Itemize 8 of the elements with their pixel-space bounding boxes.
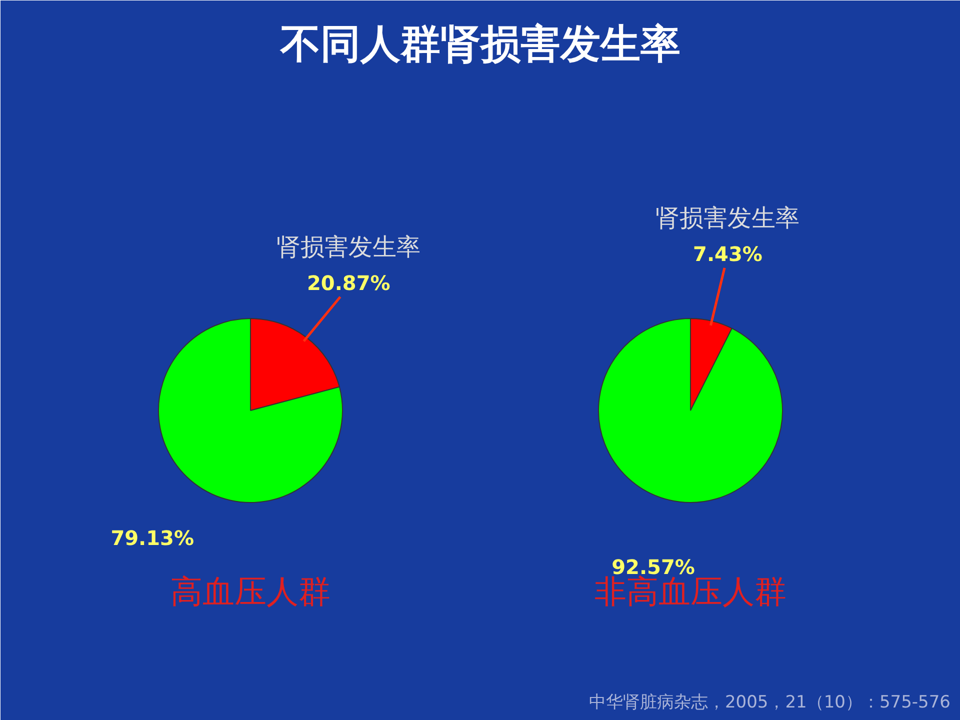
text: 中华肾脏病杂志，2005，21（10）：575-576 — [588, 692, 951, 712]
text: 高血压人群 — [170, 572, 330, 610]
data-label: 7.43% — [693, 242, 762, 266]
slice-label: 肾损害发生率 — [656, 204, 800, 232]
data-label: 20.87% — [307, 270, 390, 295]
chart-title: 不同人群肾损害发生率 — [280, 20, 680, 68]
data-label: 79.13% — [110, 526, 194, 550]
slice-label: 肾损害发生率 — [276, 232, 421, 261]
